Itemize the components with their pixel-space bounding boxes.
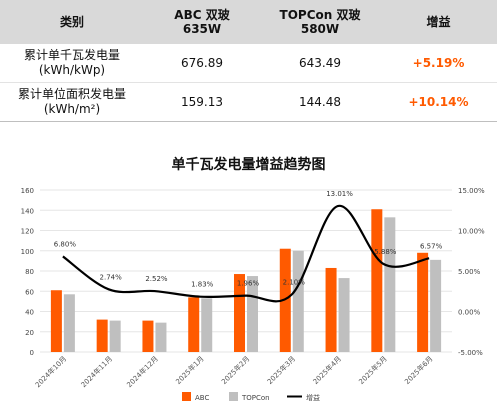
bar-abc [371,209,383,352]
topcon-value: 643.49 [260,44,380,83]
gain-point-label: 5.88% [374,248,397,256]
y2-tick-label: 10.00% [458,228,485,236]
bar-abc [142,320,154,352]
y-tick-label: 100 [21,248,34,256]
y-tick-label: 120 [21,228,34,236]
bar-topcon [109,320,121,352]
y2-tick-label: 15.00% [458,187,485,195]
legend-swatch-abc [182,392,191,401]
row-label-line2: (kWh/kWp) [38,63,106,77]
bar-abc [417,252,429,352]
x-tick-label: 2024年10月 [33,354,68,389]
x-tick-label: 2025年2月 [219,354,251,386]
bar-abc [96,319,108,352]
row-label: 累计单位面积发电量 (kWh/m²) [0,82,144,122]
gain-point-label: 1.96% [237,280,260,288]
bar-topcon [155,322,167,352]
x-tick-label: 2025年1月 [174,354,206,386]
gain-point-label: 2.10% [283,278,306,286]
gain-point-label: 1.83% [191,281,214,289]
header-abc-line2: 635W [182,22,222,36]
table-row: 累计单位面积发电量 (kWh/m²) 159.13 144.48 +10.14% [0,82,497,122]
comparison-table: 类别 ABC 双玻 635W TOPCon 双玻 580W 增益 累计单千瓦发电量(… [0,0,497,122]
header-topcon-line2: 580W [300,22,340,36]
gain-line [62,205,430,303]
x-tick-label: 2024年12月 [125,354,160,389]
x-tick-label: 2024年11月 [79,354,114,389]
bar-topcon [430,259,442,352]
legend-label-abc: ABC [195,394,209,402]
y-tick-label: 60 [25,288,34,296]
bar-abc [325,267,337,352]
abc-value: 676.89 [144,44,260,83]
y2-tick-label: 0.00% [458,309,481,317]
x-tick-label: 2025年6月 [403,354,435,386]
y-tick-label: 20 [25,329,34,337]
y-tick-label: 0 [30,349,34,357]
header-abc: ABC 双玻 635W [144,0,260,44]
bar-topcon [292,250,304,352]
header-category: 类别 [0,0,144,44]
table-row: 累计单千瓦发电量 (kWh/kWp) 676.89 643.49 +5.19% [0,44,497,83]
chart-title: 单千瓦发电量增益趋势图 [171,157,326,173]
y-tick-label: 80 [25,268,34,276]
bar-topcon [247,276,258,352]
bar-topcon [63,294,75,352]
header-topcon: TOPCon 双玻 580W [260,0,380,44]
topcon-value: 144.48 [260,82,380,122]
header-gain: 增益 [380,0,497,44]
bar-abc [234,274,245,352]
header-topcon-line1: TOPCon 双玻 [279,8,361,22]
bar-abc [50,290,62,352]
abc-value: 159.13 [144,82,260,122]
y-tick-label: 40 [25,309,34,317]
row-label-line1: 累计单位面积发电量 [17,87,126,101]
bar-topcon [338,278,350,352]
gain-value: +5.19% [380,44,497,83]
table-header-row: 类别 ABC 双玻 635W TOPCon 双玻 580W 增益 [0,0,497,44]
row-label-line1: 累计单千瓦发电量 [23,48,120,62]
y-tick-label: 160 [21,187,34,195]
bar-topcon [201,298,213,352]
legend-swatch-topcon [229,392,238,401]
x-tick-label: 2025年5月 [357,354,389,386]
gain-point-label: 2.52% [145,275,168,283]
gain-value: +10.14% [380,82,497,122]
y-tick-label: 140 [21,207,34,215]
header-abc-line1: ABC 双玻 [174,8,230,22]
x-tick-label: 2025年4月 [311,354,343,386]
bar-abc [188,297,200,352]
y2-tick-label: -5.00% [458,349,483,357]
gain-point-label: 2.74% [100,273,123,281]
row-label-line2: (kWh/m²) [43,102,101,116]
y2-tick-label: 5.00% [458,268,481,276]
gain-point-label: 6.57% [420,242,443,250]
legend-label-topcon: TOPCon [241,394,270,402]
gain-point-label: 6.80% [54,240,77,248]
legend-label-gain: 增益 [306,393,320,402]
row-label: 累计单千瓦发电量 (kWh/kWp) [0,44,144,83]
gain-point-label: 13.01% [326,190,353,198]
bar-topcon [384,217,396,352]
x-tick-label: 2025年3月 [265,354,297,386]
